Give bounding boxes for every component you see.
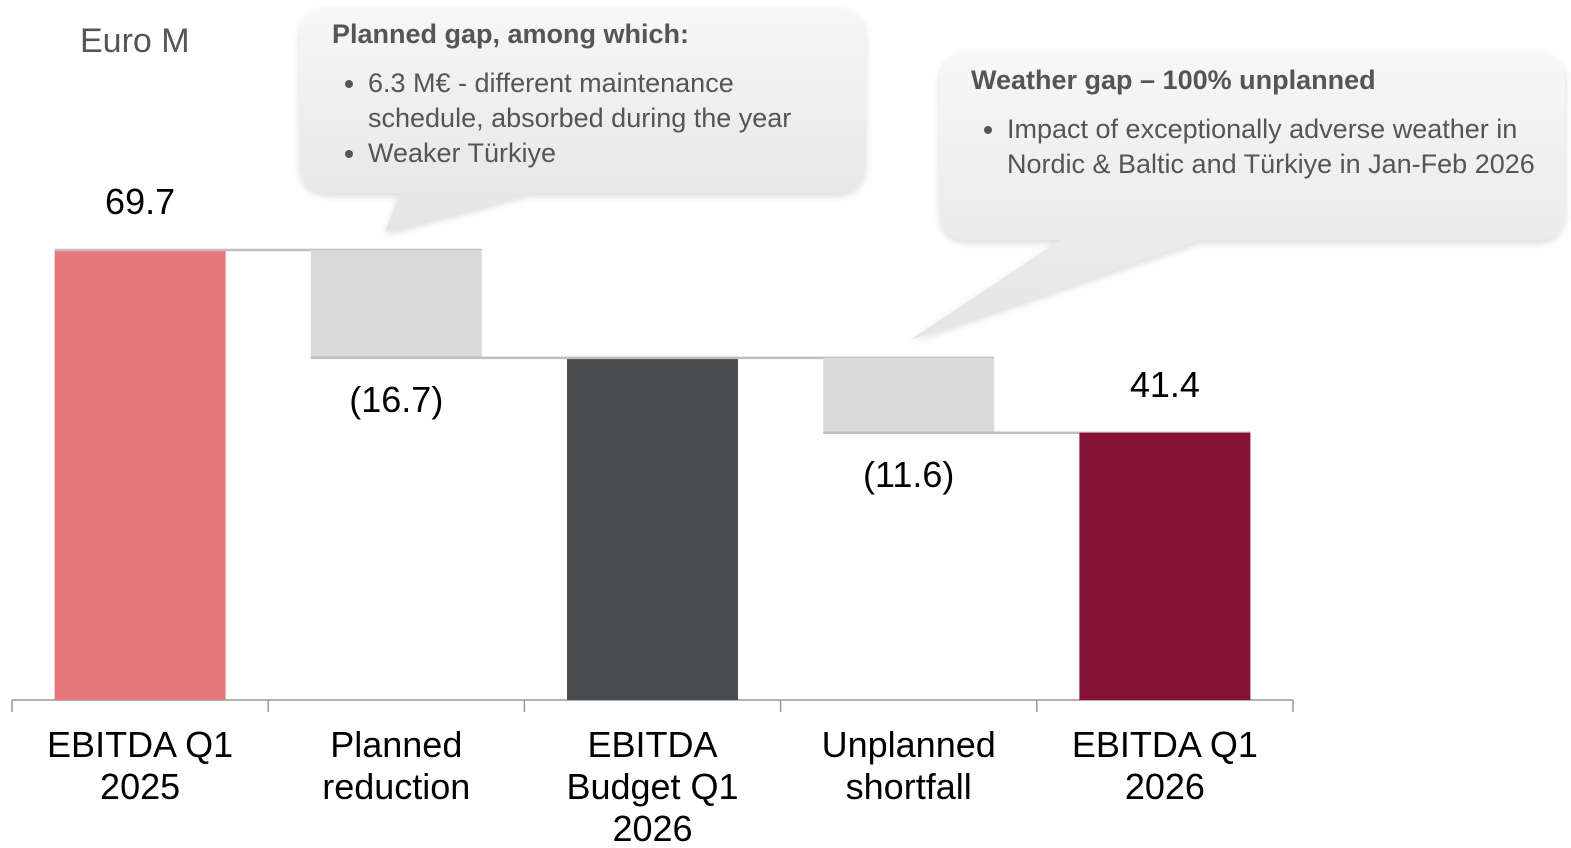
callout-title: Weather gap – 100% unplanned: [971, 65, 1376, 95]
unit-label: Euro M: [80, 22, 190, 60]
x-tick-label: EBITDA Q1 2026: [1071, 724, 1258, 807]
callout-title: Planned gap, among which:: [332, 19, 690, 49]
value-label: 41.4: [1129, 363, 1200, 405]
value-label: (11.6): [863, 453, 955, 495]
bullet-list: 6.3 M€ - different maintenance schedule,…: [332, 66, 842, 171]
bar: [567, 357, 738, 700]
x-tick-label: EBITDA Q1 2025: [47, 724, 234, 807]
bullet: Weaker Türkiye: [368, 136, 842, 171]
bar: [823, 357, 995, 433]
x-tick-label: EBITDA Budget Q1 2026: [566, 724, 739, 848]
bullet: Impact of exceptionally adverse weather …: [1007, 112, 1546, 182]
bullet: 6.3 M€ - different maintenance schedule,…: [368, 66, 842, 136]
value-label: 69.7: [105, 181, 176, 222]
callout-box: [910, 53, 1565, 340]
bar: [1079, 432, 1251, 700]
bullet-list: Impact of exceptionally adverse weather …: [971, 112, 1546, 182]
callout-text: Planned gap, among which: 6.3 M€ - differ…: [332, 17, 842, 171]
bar: [54, 250, 226, 700]
x-tick-label: Planned reduction: [322, 724, 471, 807]
callout-box: [300, 8, 865, 232]
callout-text: Weather gap – 100% unplanned Impact of ex…: [971, 63, 1546, 182]
value-label: (16.7): [349, 378, 444, 420]
bar: [310, 250, 482, 358]
x-tick-label: Unplanned shortfall: [821, 724, 996, 807]
